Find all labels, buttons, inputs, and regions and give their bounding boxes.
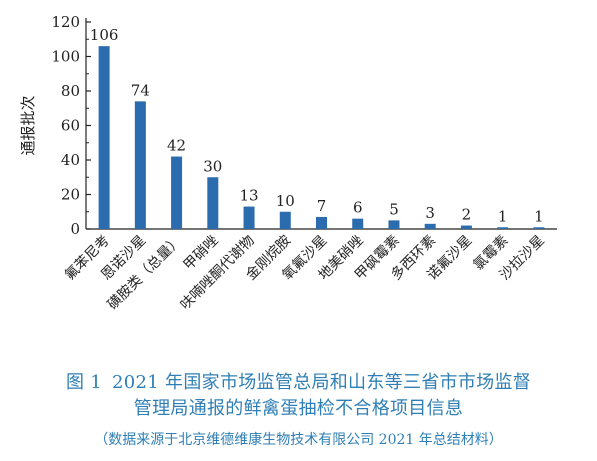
y-tick-label: 120	[51, 13, 80, 31]
bar	[171, 156, 183, 229]
bar-value-label: 42	[167, 137, 186, 155]
data-source-note: （数据来源于北京维德维康生物技术有限公司 2021 年总结材料）	[94, 432, 503, 448]
bar-value-label: 3	[425, 204, 435, 222]
y-tick-label: 80	[61, 82, 80, 100]
figure-caption-line2: 管理局通报的鲜禽蛋抽检不合格项目信息	[133, 398, 464, 419]
bar-value-label: 6	[353, 199, 363, 217]
bar	[279, 211, 291, 229]
bar	[316, 216, 327, 229]
bar-value-label: 2	[462, 206, 472, 224]
bar-value-label: 1	[534, 207, 544, 225]
bar	[134, 101, 146, 229]
bar-value-label: 106	[90, 26, 119, 44]
bar-value-label: 7	[317, 197, 327, 215]
y-axis: 0 20 40 60 80 100 120	[51, 13, 557, 238]
bar	[497, 227, 509, 229]
bars	[98, 46, 545, 230]
bar	[352, 218, 364, 229]
x-tick-labels: 氟苯尼考恩诺沙星磺胺类（总量）甲硝唑呋喃唑酮代谢物金刚烷胺氧氟沙星地美硝唑甲砜霉…	[61, 232, 547, 313]
bar	[388, 220, 400, 229]
y-tick-label: 100	[51, 48, 80, 66]
bar	[98, 46, 110, 230]
bar	[424, 223, 436, 229]
figure-label: 图 1	[65, 372, 103, 393]
figure-title-line1: 2021 年国家市场监管总局和山东等三省市市场监督	[112, 372, 532, 393]
bar-value-label: 10	[276, 192, 295, 210]
bar-value-label: 74	[131, 81, 150, 99]
value-labels: 106 74 42 30 13 10 7 6 5 3 2 1 1	[90, 26, 544, 225]
bar-value-label: 5	[389, 200, 399, 218]
y-tick-label: 20	[61, 186, 80, 204]
y-tick-label: 0	[70, 220, 80, 238]
y-tick-label: 40	[61, 151, 80, 169]
bar	[460, 225, 472, 229]
bar-value-label: 30	[203, 157, 222, 175]
bar-value-label: 1	[498, 207, 508, 225]
figure-caption-line1: 图 1 2021 年国家市场监管总局和山东等三省市市场监督	[0, 368, 597, 394]
bar-chart: 0 20 40 60 80 100 120 106 74 42 30 13 10 7 6 5 3 2 1 1 氟苯尼…	[19, 13, 557, 313]
bar	[533, 227, 545, 229]
y-tick-label: 60	[61, 117, 80, 135]
y-axis-label: 通报批次	[19, 95, 37, 155]
bar	[207, 177, 219, 229]
bar-value-label: 13	[239, 187, 258, 205]
bar	[243, 206, 255, 229]
